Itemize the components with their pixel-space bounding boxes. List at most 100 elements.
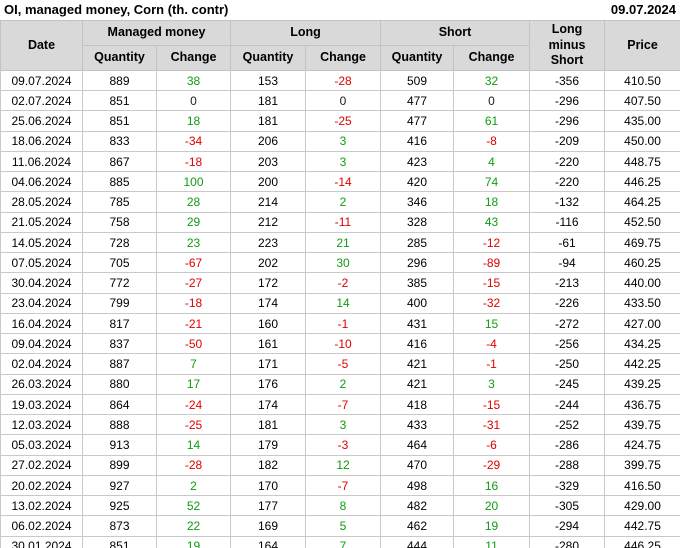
cell-long-quantity: 174 [230, 292, 306, 314]
cell-date: 23.04.2024 [0, 292, 83, 314]
page-title: OI, managed money, Corn (th. contr) [4, 2, 229, 17]
cell-long-quantity: 169 [230, 515, 306, 537]
cell-date: 19.03.2024 [0, 393, 83, 416]
cell-date: 13.02.2024 [0, 495, 83, 517]
cell-short-quantity: 477 [380, 110, 455, 132]
cell-short-change: 74 [453, 171, 531, 193]
cell-short-quantity: 477 [380, 90, 455, 112]
cell-short-change: 16 [453, 474, 531, 497]
cell-managed-money-quantity: 851 [82, 110, 157, 132]
cell-managed-money-quantity: 867 [82, 150, 157, 173]
cell-long-quantity: 170 [230, 474, 306, 497]
table-row: 25.06.2024 851 18 181 -25 477 61 -296 43… [0, 110, 680, 132]
cell-long-quantity: 179 [230, 434, 306, 456]
cell-short-change: -15 [453, 272, 531, 294]
cell-long-change: 3 [304, 150, 382, 173]
cell-date: 28.05.2024 [0, 191, 83, 213]
cell-managed-money-quantity: 817 [82, 312, 157, 335]
cell-short-quantity: 400 [380, 292, 455, 314]
cell-long-quantity: 164 [230, 535, 306, 548]
cell-short-quantity: 433 [380, 414, 455, 436]
cell-managed-money-change: -27 [156, 272, 231, 294]
cell-managed-money-quantity: 851 [82, 90, 157, 112]
cell-short-change: 4 [453, 150, 531, 173]
cell-long-quantity: 176 [230, 373, 306, 395]
table-row: 14.05.2024 728 23 223 21 285 -12 -61 469… [0, 231, 680, 254]
title-bar: OI, managed money, Corn (th. contr) 09.0… [0, 0, 680, 20]
cell-long-quantity: 171 [230, 353, 306, 375]
header-short: Short [380, 20, 531, 46]
cell-long-change: -25 [304, 110, 382, 132]
cell-short-change: -89 [453, 252, 531, 274]
cell-short-change: -32 [453, 292, 531, 314]
cell-short-quantity: 346 [380, 191, 455, 213]
cell-short-change: 20 [453, 495, 531, 517]
cell-managed-money-quantity: 705 [82, 252, 157, 274]
cell-long-change: 2 [304, 191, 382, 213]
cell-managed-money-change: 14 [156, 434, 231, 456]
cell-long-change: 12 [304, 454, 382, 476]
table-row: 07.05.2024 705 -67 202 30 296 -89 -94 46… [0, 252, 680, 274]
cell-long-change: -1 [304, 312, 382, 335]
cell-date: 21.05.2024 [0, 211, 83, 233]
cell-date: 07.05.2024 [0, 252, 83, 274]
cell-long-minus-short: -61 [529, 231, 606, 254]
cell-long-minus-short: -329 [529, 474, 606, 497]
cell-long-quantity: 206 [230, 130, 306, 152]
cell-price: 416.50 [604, 474, 680, 497]
cell-managed-money-quantity: 833 [82, 130, 157, 152]
cell-managed-money-quantity: 851 [82, 535, 157, 548]
cell-long-minus-short: -356 [529, 69, 606, 92]
cell-long-change: 8 [304, 495, 382, 517]
cell-long-change: -7 [304, 393, 382, 416]
cell-managed-money-change: 2 [156, 474, 231, 497]
cell-long-minus-short: -305 [529, 495, 606, 517]
cell-long-minus-short: -286 [529, 434, 606, 456]
cell-date: 02.04.2024 [0, 353, 83, 375]
cell-managed-money-quantity: 799 [82, 292, 157, 314]
cell-long-change: 21 [304, 231, 382, 254]
cell-managed-money-change: -18 [156, 292, 231, 314]
cell-short-change: 43 [453, 211, 531, 233]
cell-long-minus-short: -256 [529, 333, 606, 355]
cell-managed-money-quantity: 880 [82, 373, 157, 395]
table-row: 04.06.2024 885 100 200 -14 420 74 -220 4… [0, 171, 680, 193]
cell-managed-money-quantity: 772 [82, 272, 157, 294]
cell-short-quantity: 509 [380, 69, 455, 92]
cell-short-quantity: 464 [380, 434, 455, 456]
cell-long-change: 3 [304, 130, 382, 152]
cell-managed-money-quantity: 899 [82, 454, 157, 476]
cell-long-minus-short: -209 [529, 130, 606, 152]
cell-long-change: 5 [304, 515, 382, 537]
cell-date: 05.03.2024 [0, 434, 83, 456]
table-row: 19.03.2024 864 -24 174 -7 418 -15 -244 4… [0, 393, 680, 416]
cell-short-change: -6 [453, 434, 531, 456]
cell-managed-money-quantity: 885 [82, 171, 157, 193]
header-mm-quantity: Quantity [82, 44, 157, 71]
cell-short-quantity: 444 [380, 535, 455, 548]
cell-long-quantity: 202 [230, 252, 306, 274]
table-row: 02.04.2024 887 7 171 -5 421 -1 -250 442.… [0, 353, 680, 375]
cell-price: 469.75 [604, 231, 680, 254]
cell-long-quantity: 172 [230, 272, 306, 294]
cell-long-change: -10 [304, 333, 382, 355]
table-body: 09.07.2024 889 38 153 -28 509 32 -356 41… [0, 69, 680, 548]
cell-long-minus-short: -220 [529, 171, 606, 193]
cell-date: 09.07.2024 [0, 69, 83, 92]
cell-short-change: 0 [453, 90, 531, 112]
cell-long-minus-short: -280 [529, 535, 606, 548]
table-row: 05.03.2024 913 14 179 -3 464 -6 -286 424… [0, 434, 680, 456]
cell-short-quantity: 421 [380, 353, 455, 375]
cell-managed-money-quantity: 758 [82, 211, 157, 233]
cell-long-quantity: 181 [230, 110, 306, 132]
cell-date: 16.04.2024 [0, 312, 83, 335]
cell-date: 26.03.2024 [0, 373, 83, 395]
oi-table: Date Managed money Long Short Long minus… [0, 20, 680, 548]
cell-date: 09.04.2024 [0, 333, 83, 355]
cell-price: 407.50 [604, 90, 680, 112]
cell-short-quantity: 285 [380, 231, 455, 254]
cell-short-quantity: 416 [380, 333, 455, 355]
cell-short-quantity: 416 [380, 130, 455, 152]
cell-managed-money-quantity: 873 [82, 515, 157, 537]
table-row: 09.07.2024 889 38 153 -28 509 32 -356 41… [0, 69, 680, 92]
